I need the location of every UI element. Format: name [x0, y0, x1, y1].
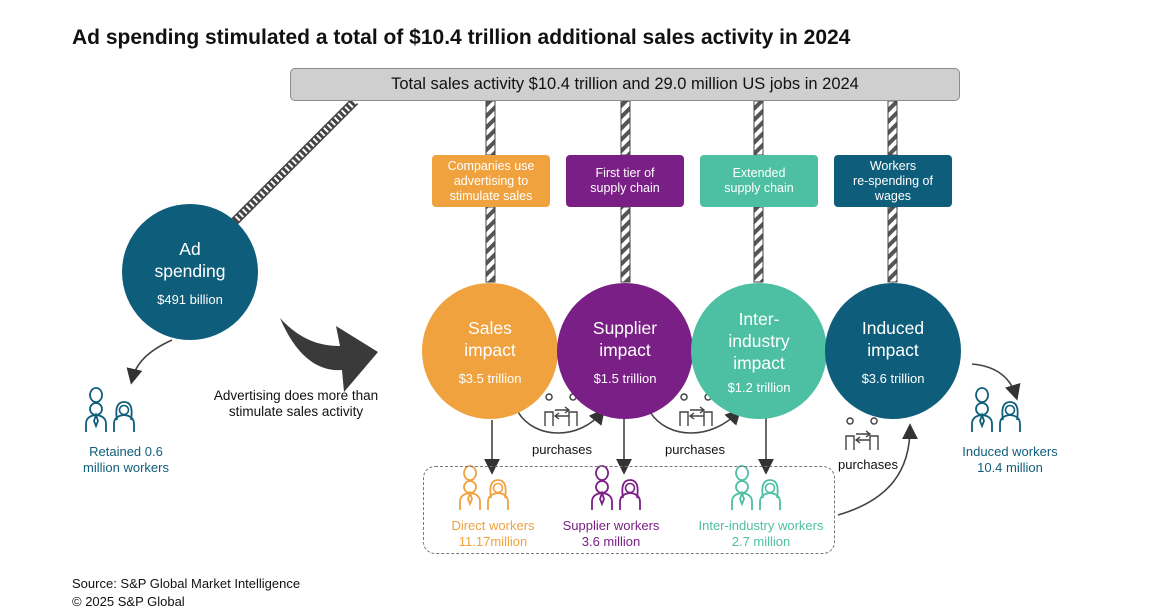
supplier-workers-label: Supplier workers 3.6 million	[556, 518, 666, 550]
workers-group-box	[423, 466, 835, 554]
box-1-line3: stimulate sales	[449, 188, 533, 203]
rope-4-bottom	[887, 206, 898, 283]
purchases-label-3: purchases	[838, 457, 898, 472]
page-title: Ad spending stimulated a total of $10.4 …	[72, 26, 851, 49]
inter-industry-impact-circle: Inter- industry impact $1.2 trillion	[691, 283, 827, 419]
induced-workers-label: Induced workers 10.4 million	[950, 444, 1070, 476]
supplier-impact-line1: Supplier	[592, 317, 658, 338]
box-3-line1: Extended	[732, 166, 786, 180]
induced-workers-line1: Induced workers	[962, 444, 1058, 459]
induced-impact-circle: Induced impact $3.6 trillion	[825, 283, 961, 419]
arrow-purchases-1	[517, 408, 605, 434]
rope-2-bottom	[620, 206, 631, 283]
arrow-to-induced	[837, 423, 918, 516]
box-1-line1: Companies use	[447, 158, 535, 173]
retained-workers-line1: Retained 0.6	[89, 444, 163, 459]
box-2-line1: First tier of	[595, 166, 655, 180]
big-arrow	[280, 318, 378, 392]
rope-ad-spending	[230, 97, 359, 226]
box-2-line2: supply chain	[590, 181, 660, 195]
arrow-purchases-2	[649, 408, 742, 434]
rope-1-bottom	[485, 206, 496, 283]
arrow-caption-line2: stimulate sales activity	[228, 404, 364, 419]
purchases-label-2: purchases	[665, 442, 725, 457]
rope-2-top	[620, 100, 631, 156]
box-3-line2: supply chain	[724, 181, 794, 195]
purchases-label-1: purchases	[532, 442, 592, 457]
rope-3-bottom	[753, 206, 764, 283]
arrow-caption-line1: Advertising does more than	[213, 388, 379, 403]
exchange-icons	[544, 393, 879, 450]
induced-impact-line2: impact	[867, 339, 919, 360]
inter-industry-impact-value: $1.2 trillion	[727, 379, 791, 395]
box-extended-supply-chain: Extended supply chain	[700, 155, 818, 207]
supplier-impact-value: $1.5 trillion	[593, 370, 657, 386]
exchange-icon-3	[845, 417, 879, 450]
box-1-line2: advertising to	[453, 173, 529, 188]
box-workers-respending: Workers re-spending of wages	[834, 155, 952, 207]
sales-impact-value: $3.5 trillion	[458, 370, 522, 386]
sales-impact-circle: Sales impact $3.5 trillion	[422, 283, 558, 419]
supplier-workers-line2: 3.6 million	[581, 534, 641, 549]
box-first-tier-supply-chain: First tier of supply chain	[566, 155, 684, 207]
rope-3-top	[753, 100, 764, 156]
rope-4-top	[887, 100, 898, 156]
retained-workers-line2: million workers	[83, 460, 169, 475]
direct-workers-label: Direct workers 11.17million	[438, 518, 548, 550]
ad-spending-value: $491 billion	[157, 291, 223, 307]
retained-workers-label: Retained 0.6 million workers	[64, 444, 188, 476]
exchange-icon-1	[544, 393, 578, 426]
induced-impact-value: $3.6 trillion	[861, 370, 925, 386]
ad-spending-label-1: Ad	[179, 238, 201, 259]
source-line: Source: S&P Global Market Intelligence	[72, 576, 301, 591]
sales-impact-line2: impact	[464, 339, 516, 360]
box-companies-advertising: Companies use advertising to stimulate sal…	[432, 155, 550, 207]
box-4-line3: wages	[874, 188, 912, 203]
arrow-retained	[126, 339, 173, 385]
retained-workers-icon	[85, 387, 135, 432]
inter-industry-workers-line1: Inter-industry workers	[698, 518, 824, 533]
induced-impact-line1: Induced	[861, 317, 925, 338]
induced-workers-icon	[971, 387, 1021, 432]
ad-spending-circle: Ad spending $491 billion	[122, 204, 258, 340]
arrow-caption: Advertising does more than stimulate sal…	[196, 388, 396, 420]
direct-workers-line2: 11.17million	[458, 534, 528, 549]
induced-workers-line2: 10.4 million	[977, 460, 1043, 475]
inter-industry-impact-line1: Inter-	[738, 308, 780, 329]
exchange-icon-2	[679, 393, 713, 426]
box-4-line1: Workers	[869, 158, 917, 173]
inter-industry-impact-line3: impact	[733, 352, 785, 373]
box-4-line2: re-spending of	[853, 173, 933, 188]
copyright-line: © 2025 S&P Global	[72, 594, 185, 609]
direct-workers-icon	[459, 465, 509, 510]
ad-spending-label-2: spending	[154, 260, 226, 281]
supplier-impact-line2: impact	[599, 339, 651, 360]
rope-1-top	[485, 100, 496, 156]
inter-industry-workers-label: Inter-industry workers 2.7 million	[688, 518, 834, 550]
direct-workers-line1: Direct workers	[451, 518, 535, 533]
supplier-impact-circle: Supplier impact $1.5 trillion	[557, 283, 693, 419]
total-sales-banner: Total sales activity $10.4 trillion and …	[290, 68, 960, 101]
supplier-workers-line1: Supplier workers	[562, 518, 660, 533]
sales-impact-line1: Sales	[468, 317, 512, 338]
inter-industry-workers-line2: 2.7 million	[731, 534, 791, 549]
arrow-induced-workers	[971, 363, 1021, 401]
inter-industry-impact-line2: industry	[728, 330, 790, 351]
